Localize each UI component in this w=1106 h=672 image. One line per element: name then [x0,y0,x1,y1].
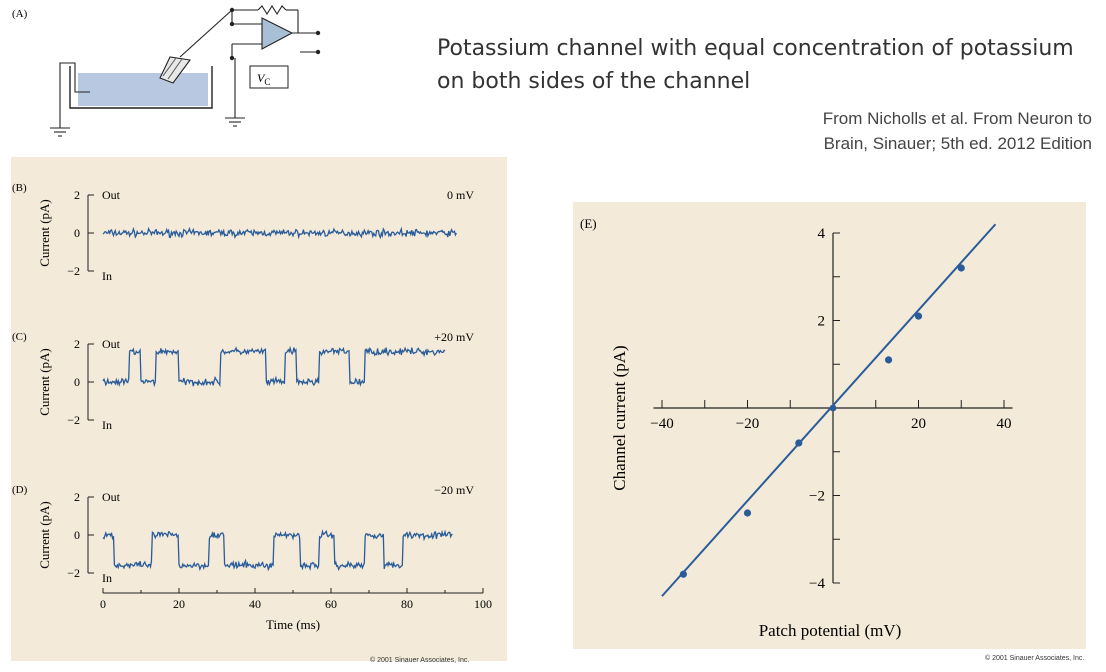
iv-panel-bg [573,202,1086,649]
y-tick-label: 0 [74,226,80,240]
x-axis-label: Time (ms) [266,617,320,632]
panel-a-label: (A) [12,8,28,20]
iv-data-point [914,312,923,320]
ground-left [50,120,70,137]
trace-panel: (B) 2 0 −2 Out In 0 mV Current (pA) (C) 2 0 −2 Out In… [0,155,510,668]
y-tick-label: −2 [67,566,80,580]
iv-panel-label: (E) [580,216,597,231]
in-label: In [102,418,112,432]
y-tick-label: 0 [74,528,80,542]
ground-right [225,100,245,127]
figure-credit: From Nicholls et al. From Neuron to Brai… [822,109,1092,153]
y-tick-label: 0 [74,375,80,389]
y-tick-label: 2 [74,337,80,351]
iv-y-tick-label: 2 [818,314,826,330]
current-trace [102,529,453,572]
x-tick-label: 100 [474,597,492,611]
y-tick-label: 2 [74,490,80,504]
amplifier-circuit [231,4,318,100]
voltage-annotation: 0 mV [447,188,474,202]
time-axis: 0 20 40 60 80 100 Time (ms) [100,588,492,632]
patch-pipette [159,9,233,84]
y-axis-label: Current (pA) [37,199,52,267]
x-tick-label: 60 [325,597,337,611]
iv-data-point [743,509,752,517]
iv-y-tick-label: 4 [818,226,826,242]
x-tick-label: 20 [173,597,185,611]
in-label: In [102,269,112,283]
x-tick-label: 40 [249,597,261,611]
iv-origin-point [829,404,837,412]
iv-data-point [679,570,687,578]
y-axis-label: Current (pA) [37,348,52,416]
iv-svg: (E) −40 −20 20 40 4 2 −2 −4 Patch potential (mV) C… [573,202,1086,649]
x-tick-label: 0 [100,597,106,611]
terminal-dots [229,7,321,61]
current-trace [102,345,446,388]
schematic-svg: (A) [12,4,321,137]
iv-x-tick-label: 40 [997,416,1012,432]
out-label: Out [102,490,121,504]
iv-x-tick-label: 20 [911,416,926,432]
y-tick-label: −2 [67,413,80,427]
iv-x-tick-label: −40 [650,416,673,432]
iv-data-point [795,439,803,447]
y-tick-label: −2 [67,264,80,278]
out-label: Out [102,188,121,202]
in-label: In [102,571,112,585]
trace-subpanel-3: (D) 2 0 −2 Out In −20 mV Current (pA) [12,483,474,585]
iv-data-point [957,264,965,272]
iv-y-axis-label: Channel current (pA) [610,345,629,490]
bath-solution [78,73,208,106]
x-tick-label: 80 [401,597,413,611]
iv-x-tick-label: −20 [736,416,759,432]
y-axis-label: Current (pA) [37,501,52,569]
amplifier-triangle [261,17,294,50]
vc-source-box [249,65,289,89]
iv-fit-line [661,223,997,597]
slide-title: Potassium channel with equal concentrati… [437,36,1074,94]
iv-x-axis-label: Patch potential (mV) [759,621,902,640]
voltage-annotation: −20 mV [434,483,474,497]
voltage-annotation: +20 mV [434,330,474,344]
iv-y-tick-label: −4 [809,576,825,592]
trace-panel-label: (D) [12,484,28,496]
copyright-right: © 2001 Sinauer Associates, Inc. [985,655,1085,662]
copyright-left: © 2001 Sinauer Associates, Inc. [370,657,470,664]
iv-panel: (E) −40 −20 20 40 4 2 −2 −4 Patch potential (mV) C… [560,190,1100,660]
patch-clamp-schematic: (A) [0,0,330,150]
trace-subpanel-1: (B) 2 0 −2 Out In 0 mV Current (pA) [12,182,474,283]
trace-panel-label: (B) [12,182,27,194]
out-label: Out [102,337,121,351]
vc-label: VC [257,71,270,87]
y-tick-label: 2 [74,188,80,202]
current-trace [102,226,457,240]
trace-subpanel-2: (C) 2 0 −2 Out In +20 mV Current (pA) [12,330,474,432]
iv-data-point [884,356,893,364]
trace-panel-label: (C) [12,331,27,343]
iv-y-tick-label: −2 [809,489,825,505]
trace-panel-bg [11,157,507,661]
bath-chamber [69,66,213,109]
bath-electrode [59,62,90,120]
